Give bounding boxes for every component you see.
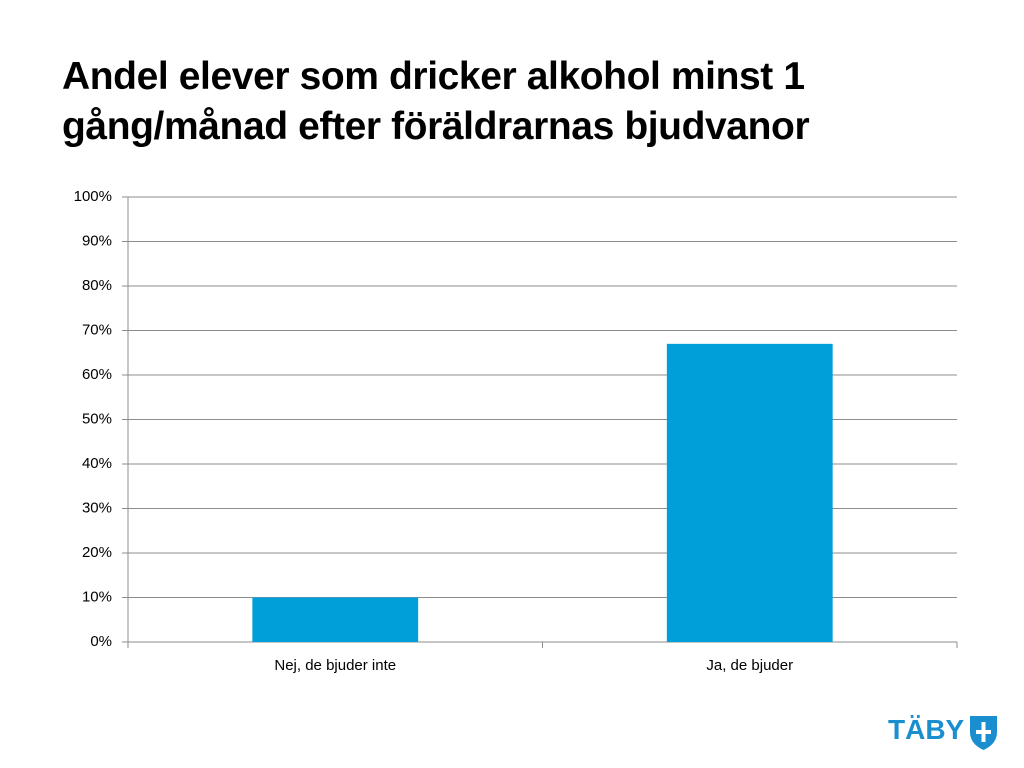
bar <box>252 597 419 642</box>
y-tick-label: 30% <box>82 499 112 516</box>
y-tick-label: 50% <box>82 410 112 427</box>
x-tick-label: Nej, de bjuder inte <box>274 657 396 674</box>
y-tick-label: 10% <box>82 588 112 605</box>
y-tick-label: 60% <box>82 366 112 383</box>
y-tick-label: 0% <box>90 633 112 650</box>
bar <box>666 343 833 642</box>
y-tick-label: 100% <box>74 188 112 205</box>
y-tick-label: 40% <box>82 455 112 472</box>
x-tick-label: Ja, de bjuder <box>706 657 793 674</box>
y-tick-label: 70% <box>82 321 112 338</box>
chart-title: Andel elever som dricker alkohol minst 1… <box>62 55 810 148</box>
y-tick-label: 80% <box>82 277 112 294</box>
y-tick-label: 20% <box>82 544 112 561</box>
logo-text: TÄBY <box>888 714 965 745</box>
y-tick-label: 90% <box>82 232 112 249</box>
